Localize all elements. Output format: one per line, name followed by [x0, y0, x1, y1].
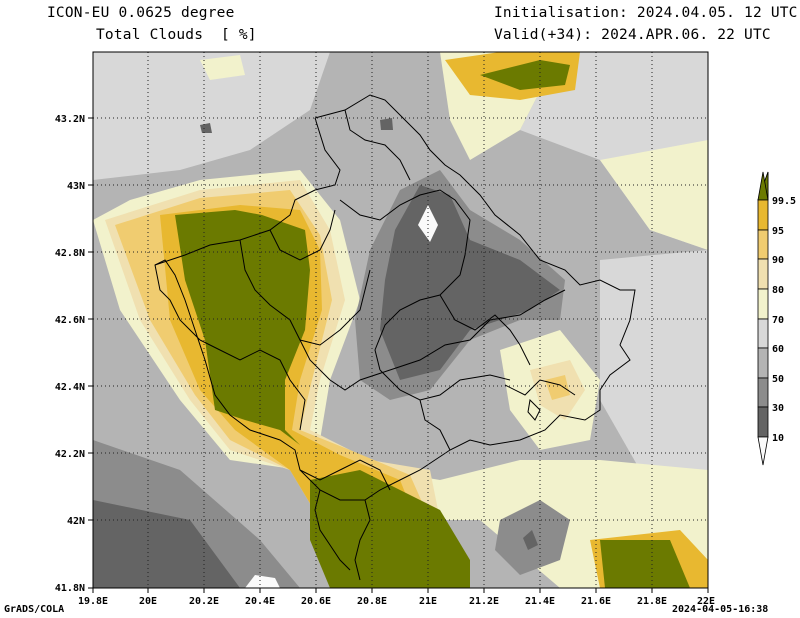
- lat-label: 42.8N: [55, 248, 85, 259]
- lon-label: 20.8E: [357, 596, 387, 607]
- lat-label: 42.4N: [55, 382, 85, 393]
- lon-label: 20E: [139, 596, 157, 607]
- colorbar-swatch: [757, 229, 769, 260]
- colorbar-label: 30: [772, 403, 784, 414]
- colorbar-bottom-arrow: [757, 436, 769, 466]
- colorbar-label: 60: [772, 344, 784, 355]
- lon-label: 21.6E: [581, 596, 611, 607]
- colorbar-label: 10: [772, 433, 784, 444]
- lon-label: 20.4E: [245, 596, 275, 607]
- colorbar-label: 90: [772, 255, 784, 266]
- variable-title: Total Clouds [ %]: [96, 27, 257, 43]
- lat-label: 43.2N: [55, 114, 85, 125]
- lon-label: 22E: [697, 596, 715, 607]
- lat-lon-grid: [93, 52, 708, 588]
- colorbar-swatch: [757, 406, 769, 438]
- lat-label: 43N: [67, 181, 85, 192]
- lat-label: 41.8N: [55, 583, 85, 594]
- colorbar-label: 99.5: [772, 196, 796, 207]
- lon-label: 19.8E: [78, 596, 108, 607]
- colorbar-label: 95: [772, 226, 784, 237]
- colorbar-swatch: [757, 377, 769, 408]
- colorbar-swatch: [757, 199, 769, 231]
- colorbar-swatch: [757, 258, 769, 290]
- valid-time: Valid(+34): 2024.APR.06. 22 UTC: [494, 27, 771, 43]
- cloud-field: [93, 52, 708, 588]
- colorbar-label: 70: [772, 315, 784, 326]
- lon-label: 21.4E: [525, 596, 555, 607]
- admin-borders: [154, 94, 636, 581]
- lon-label: 20.2E: [189, 596, 219, 607]
- colorbar-label: 80: [772, 285, 784, 296]
- model-title: ICON-EU 0.0625 degree: [47, 5, 235, 21]
- grads-credit: GrADS/COLA: [4, 604, 65, 615]
- lon-label: 21.2E: [469, 596, 499, 607]
- render-timestamp: 2024-04-05-16:38: [672, 604, 769, 615]
- lat-labels: 43.2N 43N 42.8N 42.6N 42.4N 42.2N 42N 41…: [55, 114, 85, 594]
- colorbar-labels: 99.5 95 90 80 70 60 50 30 10: [772, 196, 796, 444]
- lon-label: 20.6E: [301, 596, 331, 607]
- colorbar-swatch: [757, 288, 769, 320]
- map-frame: [92, 51, 709, 589]
- initialisation-time: Initialisation: 2024.04.05. 12 UTC: [494, 5, 798, 21]
- lon-labels: 19.8E 20E 20.2E 20.4E 20.6E 20.8E 21E 21…: [78, 596, 715, 607]
- colorbar-label: 50: [772, 374, 784, 385]
- lon-label: 21E: [419, 596, 437, 607]
- lon-label: 21.8E: [637, 596, 667, 607]
- colorbar: [757, 171, 769, 466]
- lat-label: 42N: [67, 516, 85, 527]
- colorbar-swatch: [757, 347, 769, 379]
- lat-label: 42.2N: [55, 449, 85, 460]
- lat-label: 42.6N: [55, 315, 85, 326]
- colorbar-swatch: [757, 318, 769, 349]
- axis-ticks: [88, 117, 709, 593]
